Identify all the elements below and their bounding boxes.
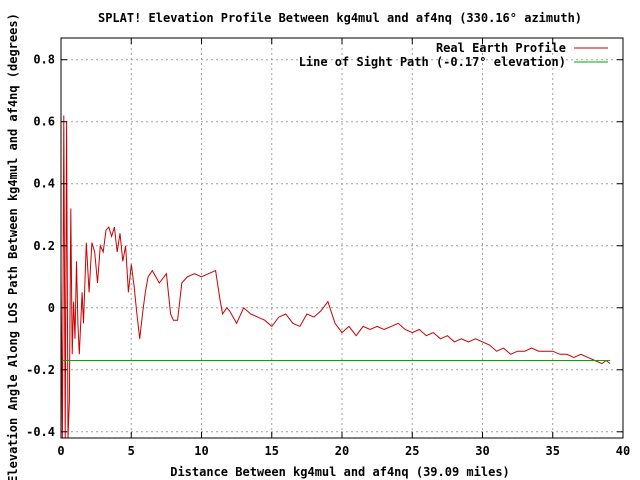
x-tick-label: 10 <box>194 444 208 458</box>
y-tick-label: 0.2 <box>33 239 55 253</box>
x-tick-label: 25 <box>405 444 419 458</box>
y-axis-label: Elevation Angle Along LOS Path Between k… <box>6 13 20 480</box>
x-tick-label: 40 <box>616 444 630 458</box>
legend-label: Real Earth Profile <box>436 41 566 55</box>
x-axis-label: Distance Between kg4mul and af4nq (39.09… <box>170 465 510 479</box>
x-tick-label: 15 <box>265 444 279 458</box>
series-real-earth-profile <box>60 115 611 439</box>
y-tick-label: -0.2 <box>26 363 55 377</box>
x-tick-label: 30 <box>475 444 489 458</box>
grid-lines <box>61 38 623 438</box>
x-tick-label: 20 <box>335 444 349 458</box>
y-tick-label: -0.4 <box>26 425 55 439</box>
x-tick-label: 0 <box>57 444 64 458</box>
x-tick-label: 35 <box>546 444 560 458</box>
series-layer <box>60 115 611 439</box>
y-tick-label: 0 <box>48 301 55 315</box>
chart-title: SPLAT! Elevation Profile Between kg4mul … <box>98 11 582 25</box>
y-tick-label: 0.4 <box>33 177 55 191</box>
legend-label: Line of Sight Path (-0.17° elevation) <box>299 55 566 69</box>
x-tick-label: 5 <box>128 444 135 458</box>
tick-layer: 0 5 10 15 20 25 30 35 40 -0.4 -0.2 0 0.2 0.4 0.6 0.8 <box>26 38 630 458</box>
y-tick-label: 0.8 <box>33 53 55 67</box>
y-tick-label: 0.6 <box>33 115 55 129</box>
